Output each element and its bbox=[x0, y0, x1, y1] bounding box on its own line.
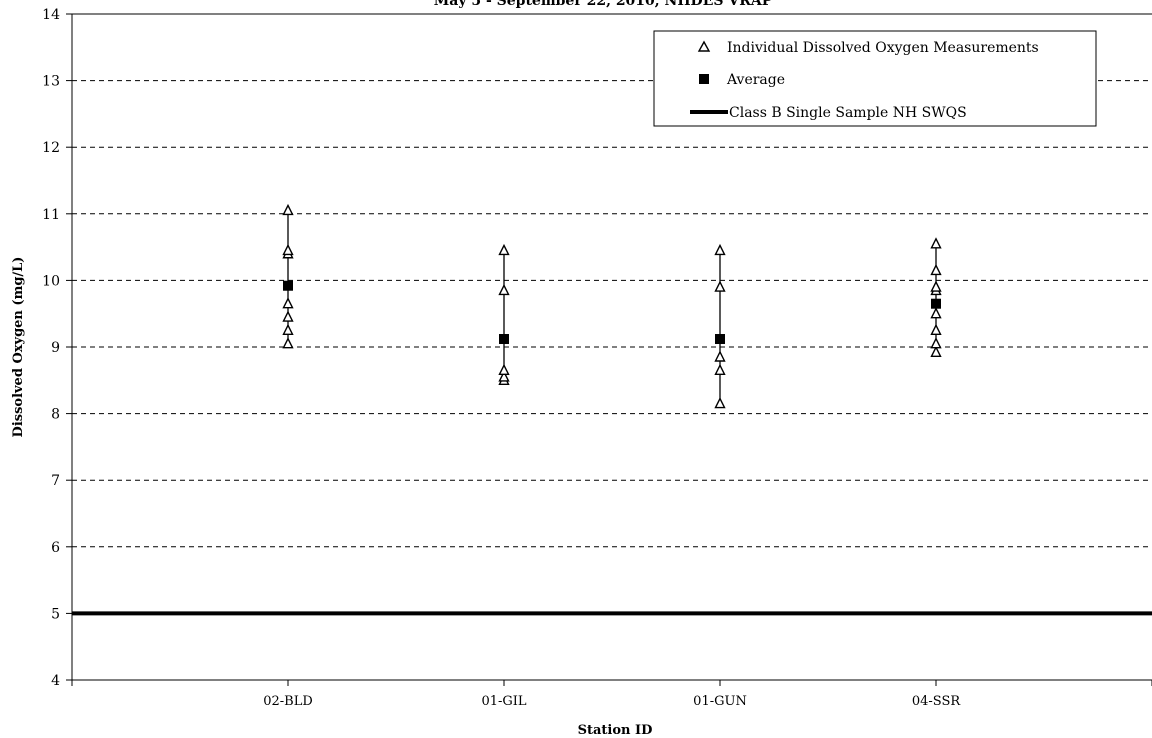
y-tick-label: 13 bbox=[42, 74, 60, 90]
measurement-point bbox=[282, 337, 294, 349]
x-tick-label: 04-SSR bbox=[912, 694, 962, 709]
y-ticks: 4 5 6 7 8 9 10 11 12 13 14 bbox=[42, 7, 72, 689]
y-tick-label: 6 bbox=[51, 540, 60, 556]
measurement-point bbox=[930, 337, 942, 349]
x-ticks: 02-BLD 01-GIL 01-GUN 04-SSR bbox=[71, 680, 1152, 709]
measurement-point bbox=[714, 243, 726, 256]
measurement-point bbox=[282, 310, 294, 322]
average-point bbox=[283, 280, 293, 291]
y-tick-label: 11 bbox=[42, 207, 60, 223]
y-tick-label: 4 bbox=[51, 673, 60, 689]
measurement-point bbox=[930, 237, 942, 249]
measurement-point bbox=[930, 263, 942, 276]
x-axis-title: Station ID bbox=[578, 723, 653, 738]
measurement-point bbox=[498, 370, 510, 382]
y-tick-label: 9 bbox=[51, 340, 60, 356]
y-tick-label: 8 bbox=[51, 407, 60, 423]
legend-item-average: Average bbox=[699, 72, 785, 88]
measurement-point bbox=[930, 323, 942, 336]
measurement-point bbox=[282, 297, 294, 309]
y-tick-label: 7 bbox=[51, 473, 60, 489]
legend-item-measurements: Individual Dissolved Oxygen Measurements bbox=[697, 40, 1039, 56]
measurement-point bbox=[282, 323, 294, 336]
grid-lines bbox=[72, 80, 1152, 548]
average-point bbox=[931, 298, 941, 309]
measurement-point bbox=[498, 363, 510, 376]
measurement-point bbox=[498, 243, 510, 256]
measurement-point bbox=[714, 397, 726, 409]
y-axis-title: Dissolved Oxygen (mg/L) bbox=[11, 257, 26, 438]
y-tick-label: 14 bbox=[42, 7, 60, 23]
y-tick-label: 5 bbox=[51, 606, 60, 622]
y-tick-label: 12 bbox=[42, 140, 60, 156]
legend-label-measurements: Individual Dissolved Oxygen Measurements bbox=[727, 40, 1039, 56]
range-lines bbox=[287, 210, 937, 404]
average-points bbox=[283, 280, 941, 345]
measurement-point bbox=[282, 243, 294, 256]
x-tick-label: 01-GUN bbox=[693, 694, 747, 709]
legend-item-standard: Class B Single Sample NH SWQS bbox=[690, 105, 967, 121]
y-tick-label: 10 bbox=[42, 273, 60, 289]
measurement-point bbox=[930, 280, 942, 292]
x-tick-label: 02-BLD bbox=[263, 694, 313, 709]
legend-square-marker bbox=[699, 74, 709, 84]
x-tick-label: 01-GIL bbox=[481, 694, 526, 709]
legend-label-standard: Class B Single Sample NH SWQS bbox=[729, 105, 967, 121]
measurement-point bbox=[498, 283, 510, 296]
measurement-point bbox=[714, 350, 726, 362]
average-point bbox=[715, 334, 725, 345]
measurement-point bbox=[714, 363, 726, 376]
measurement-point bbox=[930, 345, 942, 358]
average-point bbox=[499, 334, 509, 345]
chart-title: May 5 - September 22, 2010, NHDES VRAP bbox=[434, 0, 773, 9]
legend-label-average: Average bbox=[726, 72, 785, 88]
measurement-point bbox=[282, 203, 294, 216]
measurement-point bbox=[930, 307, 942, 319]
legend: Individual Dissolved Oxygen Measurements… bbox=[653, 30, 1097, 127]
measurement-points bbox=[282, 203, 942, 409]
legend-triangle-marker bbox=[697, 40, 711, 52]
measurement-point bbox=[714, 280, 726, 292]
